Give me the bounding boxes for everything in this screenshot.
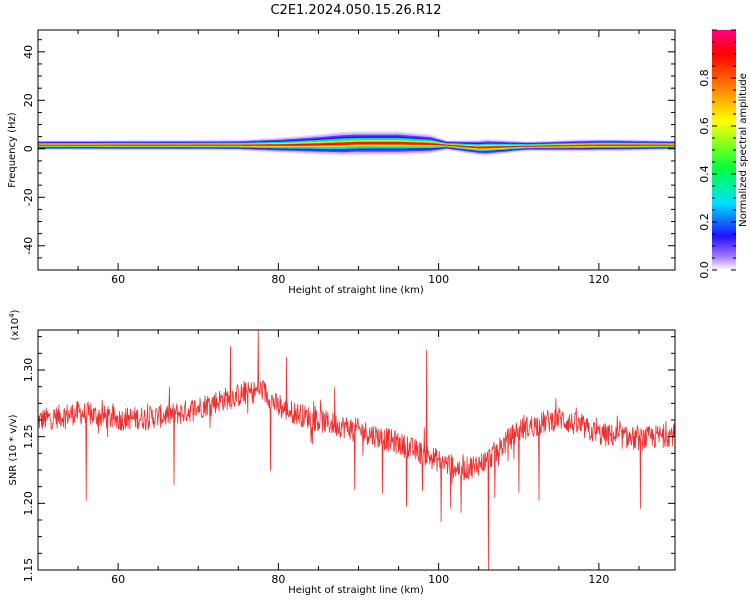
colorbar-label: Normalized spectral amplitude	[738, 73, 749, 227]
snr-y-multiplier: (x104)	[8, 309, 21, 340]
colorbar-tick-label: 0.0	[698, 261, 711, 279]
spectrogram-y-tick-label: 0	[22, 145, 35, 152]
snr-panel: 60 80 100 120 1.15 1.20 1.25 1.30 Height of str…	[8, 309, 676, 596]
spectrogram-y-tick-label: 40	[22, 45, 35, 59]
snr-y-tick-label: 1.20	[22, 491, 35, 516]
colorbar-gradient	[712, 30, 736, 270]
spectrogram-x-tick-label: 120	[588, 273, 609, 286]
colorbar-tick-label: 0.2	[698, 213, 711, 231]
spectral-band-layer	[38, 142, 675, 148]
snr-x-tick-label: 60	[111, 573, 125, 586]
colorbar-tick-label: 0.8	[698, 69, 711, 87]
spectrogram-panel: 60 80 100 120 -40 -20 0 20 40 Height of straight…	[7, 29, 676, 296]
colorbar-tick-label: 0.6	[698, 117, 711, 135]
spectrogram-x-axis-label: Height of straight line (km)	[288, 285, 424, 296]
spectrogram-y-tick-label: 20	[22, 93, 35, 107]
spectrogram-y-tick-label: -40	[22, 237, 35, 255]
colorbar: 0.0 0.2 0.4 0.6 0.8 Normalized spectral ampl…	[698, 29, 749, 279]
spectrogram-x-tick-label: 100	[428, 273, 449, 286]
spectrogram-frame	[37, 29, 676, 271]
snr-y-tick-label: 1.30	[22, 358, 35, 383]
snr-x-tick-label: 100	[428, 573, 449, 586]
colorbar-ticks: 0.0 0.2 0.4 0.6 0.8	[698, 29, 736, 279]
snr-y-tick-label: 1.15	[22, 558, 35, 583]
snr-y-tick-label: 1.25	[22, 424, 35, 449]
snr-ticks: 60 80 100 120 1.15 1.20 1.25 1.30	[22, 330, 675, 586]
snr-frame	[37, 329, 676, 571]
spectrogram-x-tick-label: 80	[271, 273, 285, 286]
snr-series-line	[38, 330, 675, 570]
colorbar-tick-label: 0.4	[698, 165, 711, 183]
snr-y-axis-label: SNR (10 * v/v)	[8, 414, 19, 485]
snr-x-axis-label: Height of straight line (km)	[288, 585, 424, 596]
spectral-band	[38, 131, 675, 156]
spectrogram-ticks: 60 80 100 120 -40 -20 0 20 40	[22, 30, 675, 286]
spectrogram-y-axis-label: Frequency (Hz)	[7, 112, 18, 188]
spectrogram-x-tick-label: 60	[111, 273, 125, 286]
spectrogram-y-tick-label: -20	[22, 188, 35, 206]
snr-x-tick-label: 120	[588, 573, 609, 586]
chart-title: C2E1.2024.050.15.26.R12	[270, 3, 441, 18]
snr-x-tick-label: 80	[271, 573, 285, 586]
